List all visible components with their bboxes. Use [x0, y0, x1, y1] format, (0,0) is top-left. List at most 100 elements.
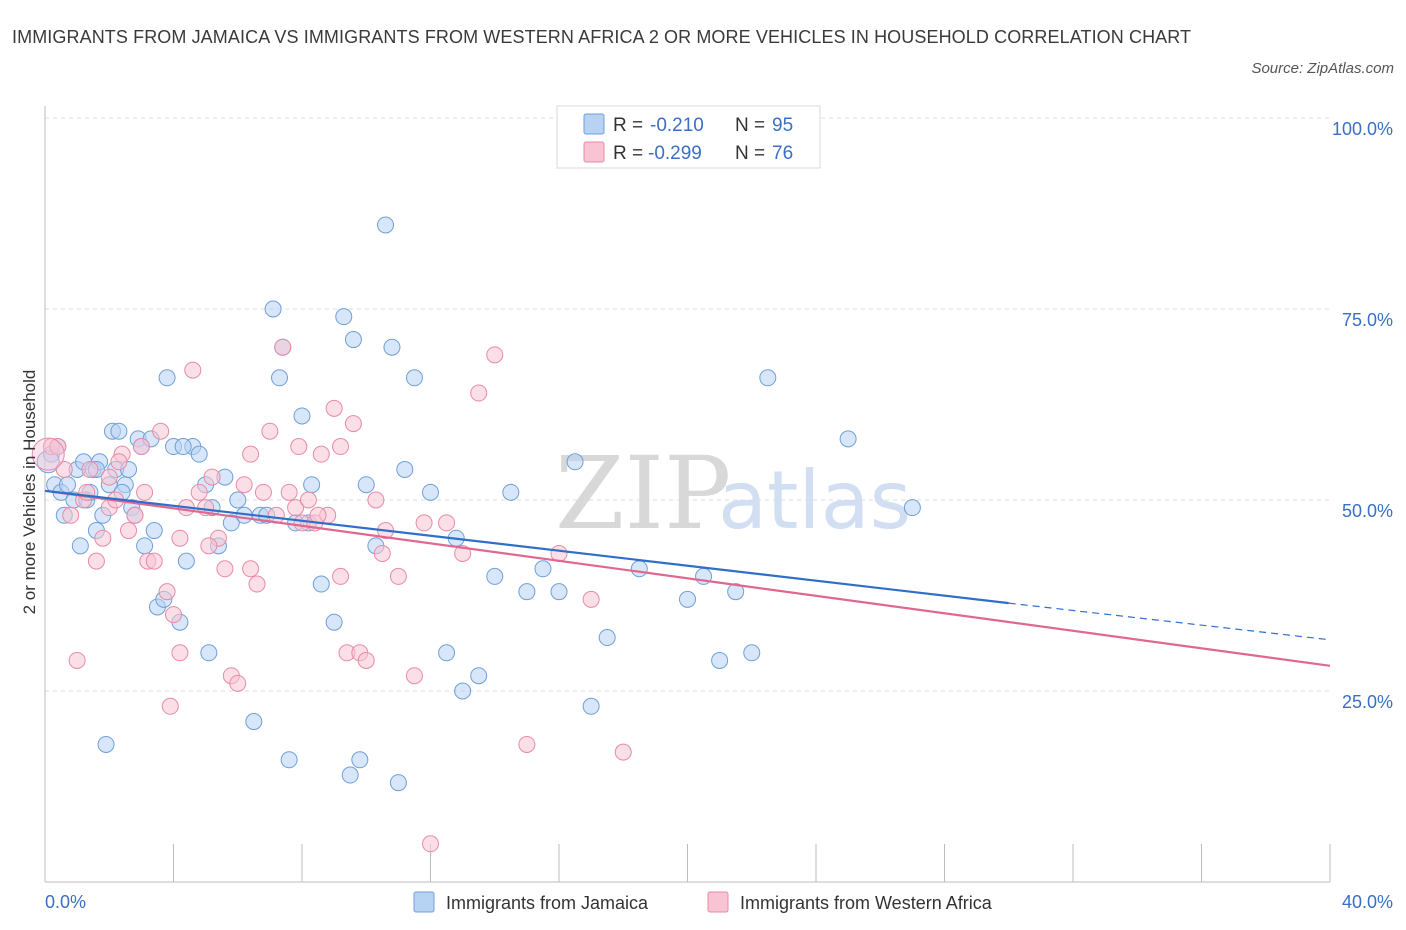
jamaica-point — [389, 774, 407, 792]
wafrica-point — [120, 522, 138, 540]
jamaica-point — [518, 583, 536, 601]
chart-title: IMMIGRANTS FROM JAMAICA VS IMMIGRANTS FR… — [12, 27, 1192, 47]
wafrica-point — [415, 514, 433, 532]
wafrica-point — [132, 438, 150, 456]
watermark-atlas: atlas — [718, 454, 911, 547]
jamaica-point — [174, 438, 192, 456]
wafrica-point — [94, 529, 112, 547]
jamaica-point — [454, 682, 472, 700]
jamaica-point — [839, 430, 857, 448]
wafrica-point — [145, 552, 163, 570]
series-legend-label-wafrica: Immigrants from Western Africa — [740, 893, 993, 913]
jamaica-point — [58, 476, 76, 494]
legend-r-value-wafrica: -0.299 — [648, 143, 702, 164]
jamaica-point — [280, 751, 298, 769]
wafrica-trend-line — [44, 489, 1331, 667]
legend-r-label-wafrica: R = — [613, 143, 643, 164]
source-label: Source: ZipAtlas.com — [1251, 60, 1394, 77]
wafrica-point — [582, 590, 600, 608]
jamaica-point — [502, 483, 520, 501]
jamaica-point — [470, 667, 488, 685]
jamaica-point — [136, 537, 154, 555]
jamaica-point — [377, 216, 395, 234]
wafrica-point — [367, 491, 385, 509]
legend-r-label-jamaica: R = — [613, 115, 643, 136]
jamaica-point — [396, 460, 414, 478]
wafrica-point — [100, 468, 118, 486]
jamaica-trend-line — [44, 489, 1009, 605]
wafrica-point — [287, 499, 305, 517]
jamaica-point — [534, 560, 552, 578]
wafrica-point — [614, 743, 632, 761]
jamaica-point — [177, 552, 195, 570]
series-legend-swatch-wafrica — [707, 891, 729, 913]
wafrica-point — [68, 651, 86, 669]
wafrica-point — [454, 544, 472, 562]
wafrica-point — [254, 483, 272, 501]
wafrica-point — [332, 567, 350, 585]
jamaica-point — [271, 369, 289, 387]
jamaica-point — [550, 583, 568, 601]
series-legend: Immigrants from Jamaica Immigrants from … — [413, 891, 993, 913]
wafrica-point — [81, 460, 99, 478]
wafrica-point — [171, 529, 189, 547]
wafrica-point — [332, 438, 350, 456]
y-tick-label: 25.0% — [1342, 692, 1393, 712]
wafrica-point — [200, 537, 218, 555]
wafrica-point — [126, 506, 144, 524]
jamaica-point — [97, 735, 115, 753]
jamaica-point — [743, 644, 761, 662]
jamaica-point — [438, 644, 456, 662]
wafrica-point — [299, 491, 317, 509]
wafrica-point — [184, 361, 202, 379]
legend-swatch-jamaica — [583, 113, 605, 135]
wafrica-point — [274, 338, 292, 356]
jamaica-point — [727, 583, 745, 601]
jamaica-point — [335, 308, 353, 326]
wafrica-point — [216, 560, 234, 578]
wafrica-point — [110, 453, 128, 471]
jamaica-point — [110, 422, 128, 440]
jamaica-point — [293, 407, 311, 425]
wafrica-point — [325, 399, 343, 417]
wafrica-point — [62, 506, 80, 524]
x-tick-label: 0.0% — [45, 892, 86, 912]
legend-n-value-wafrica: 76 — [772, 143, 793, 164]
wafrica-point — [486, 346, 504, 364]
jamaica-point — [229, 491, 247, 509]
wafrica-point — [389, 567, 407, 585]
stats-legend: R = -0.210 N = 95 R = -0.299 N = 76 — [556, 105, 821, 169]
jamaica-point — [190, 445, 208, 463]
wafrica-point — [290, 438, 308, 456]
jamaica-point — [71, 537, 89, 555]
jamaica-point — [222, 514, 240, 532]
wafrica-point — [242, 445, 260, 463]
wafrica-point — [242, 560, 260, 578]
x-tick-labels: 0.0% 40.0% — [45, 892, 1393, 912]
legend-r-value-jamaica: -0.210 — [650, 115, 704, 136]
jamaica-point — [341, 766, 359, 784]
wafrica-point — [171, 644, 189, 662]
wafrica-points — [31, 338, 632, 853]
jamaica-point — [598, 629, 616, 647]
wafrica-point — [165, 606, 182, 624]
wafrica-point — [31, 437, 65, 471]
x-tick-label: 40.0% — [1342, 892, 1393, 912]
wafrica-point — [309, 506, 327, 524]
jamaica-point — [312, 575, 330, 593]
legend-swatch-wafrica — [583, 141, 605, 163]
wafrica-point — [49, 438, 67, 456]
jamaica-trend-extension — [1008, 602, 1331, 641]
y-tick-labels: 100.0% 75.0% 50.0% 25.0% — [1332, 119, 1393, 712]
jamaica-point — [582, 697, 600, 715]
watermark: ZIP atlas — [555, 435, 911, 552]
wafrica-point — [261, 422, 279, 440]
jamaica-point — [245, 713, 263, 731]
wafrica-point — [203, 468, 221, 486]
y-tick-label: 50.0% — [1342, 501, 1393, 521]
y-axis-label: 2 or more Vehicles in Household — [20, 370, 39, 615]
jamaica-point — [325, 613, 343, 631]
jamaica-point — [679, 590, 696, 608]
wafrica-point — [55, 460, 73, 478]
